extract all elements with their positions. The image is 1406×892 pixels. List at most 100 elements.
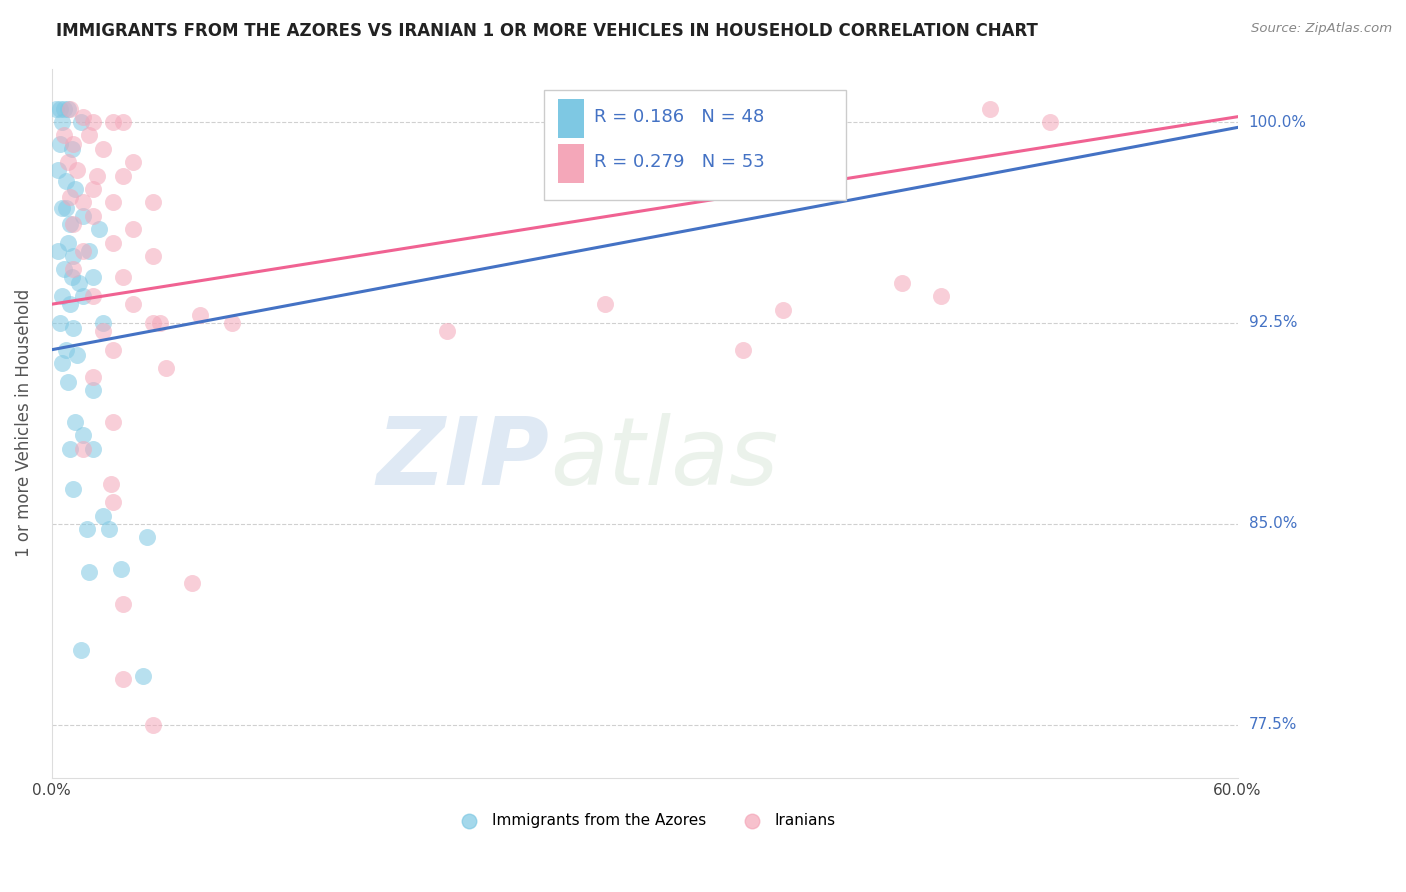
FancyBboxPatch shape: [544, 90, 846, 200]
Point: [62, 249, 84, 263]
Point: [48, 102, 70, 116]
Point: [101, 195, 124, 210]
Point: [436, 324, 458, 338]
Text: 92.5%: 92.5%: [1249, 316, 1298, 330]
Point: [141, 316, 163, 330]
Point: [979, 102, 1001, 116]
Point: [79, 244, 101, 258]
Text: IMMIGRANTS FROM THE AZORES VS IRANIAN 1 OR MORE VEHICLES IN HOUSEHOLD CORRELATIO: IMMIGRANTS FROM THE AZORES VS IRANIAN 1 …: [56, 22, 1038, 40]
Point: [72, 244, 94, 258]
Point: [72, 110, 94, 124]
Point: [141, 717, 163, 731]
Legend: Immigrants from the Azores, Iranians: Immigrants from the Azores, Iranians: [447, 807, 842, 834]
Point: [79, 128, 101, 143]
Point: [76, 522, 98, 536]
Point: [111, 115, 134, 129]
Point: [149, 316, 172, 330]
Point: [101, 415, 124, 429]
Point: [82, 289, 104, 303]
Point: [79, 565, 101, 579]
Text: atlas: atlas: [550, 413, 778, 504]
Point: [141, 249, 163, 263]
Point: [82, 442, 104, 456]
Point: [60, 270, 83, 285]
Point: [98, 522, 121, 536]
Point: [91, 316, 114, 330]
Point: [86, 169, 108, 183]
Point: [111, 270, 134, 285]
Point: [58, 442, 80, 456]
Point: [111, 597, 134, 611]
Point: [72, 195, 94, 210]
Y-axis label: 1 or more Vehicles in Household: 1 or more Vehicles in Household: [15, 289, 32, 558]
Point: [89, 222, 111, 236]
Point: [72, 442, 94, 456]
Point: [101, 495, 124, 509]
Point: [46, 163, 69, 178]
Point: [55, 174, 77, 188]
Point: [82, 270, 104, 285]
Point: [1039, 115, 1062, 129]
Point: [121, 222, 143, 236]
Point: [65, 415, 87, 429]
Point: [62, 482, 84, 496]
Point: [56, 155, 79, 169]
Point: [48, 136, 70, 151]
Point: [111, 672, 134, 686]
Text: Source: ZipAtlas.com: Source: ZipAtlas.com: [1251, 22, 1392, 36]
Point: [82, 182, 104, 196]
Point: [131, 669, 153, 683]
Point: [72, 209, 94, 223]
Point: [62, 217, 84, 231]
Point: [67, 276, 90, 290]
Point: [181, 575, 204, 590]
Point: [66, 348, 89, 362]
Point: [82, 383, 104, 397]
Point: [65, 182, 87, 196]
Text: 100.0%: 100.0%: [1249, 114, 1306, 129]
Point: [101, 343, 124, 357]
Point: [48, 316, 70, 330]
Point: [58, 102, 80, 116]
Point: [929, 289, 952, 303]
Point: [82, 369, 104, 384]
Point: [135, 530, 157, 544]
Point: [66, 163, 89, 178]
Point: [101, 235, 124, 250]
Point: [58, 217, 80, 231]
Point: [55, 343, 77, 357]
Point: [60, 142, 83, 156]
Point: [110, 562, 132, 576]
Point: [51, 289, 73, 303]
Point: [733, 343, 755, 357]
Point: [91, 324, 114, 338]
Point: [121, 155, 143, 169]
Point: [52, 262, 75, 277]
Point: [58, 297, 80, 311]
Point: [72, 289, 94, 303]
Point: [593, 297, 616, 311]
Point: [58, 190, 80, 204]
Point: [890, 276, 912, 290]
Point: [91, 142, 114, 156]
Point: [62, 321, 84, 335]
Point: [56, 375, 79, 389]
Point: [91, 508, 114, 523]
FancyBboxPatch shape: [558, 99, 583, 138]
Point: [62, 262, 84, 277]
Point: [70, 115, 93, 129]
Point: [111, 169, 134, 183]
Point: [51, 115, 73, 129]
Point: [52, 102, 75, 116]
Point: [82, 115, 104, 129]
Point: [62, 136, 84, 151]
FancyBboxPatch shape: [558, 145, 583, 184]
Point: [121, 297, 143, 311]
Point: [56, 102, 79, 116]
Text: R = 0.186   N = 48: R = 0.186 N = 48: [593, 108, 763, 126]
Point: [51, 201, 73, 215]
Point: [70, 642, 93, 657]
Point: [101, 115, 124, 129]
Point: [221, 316, 243, 330]
Text: 85.0%: 85.0%: [1249, 516, 1296, 532]
